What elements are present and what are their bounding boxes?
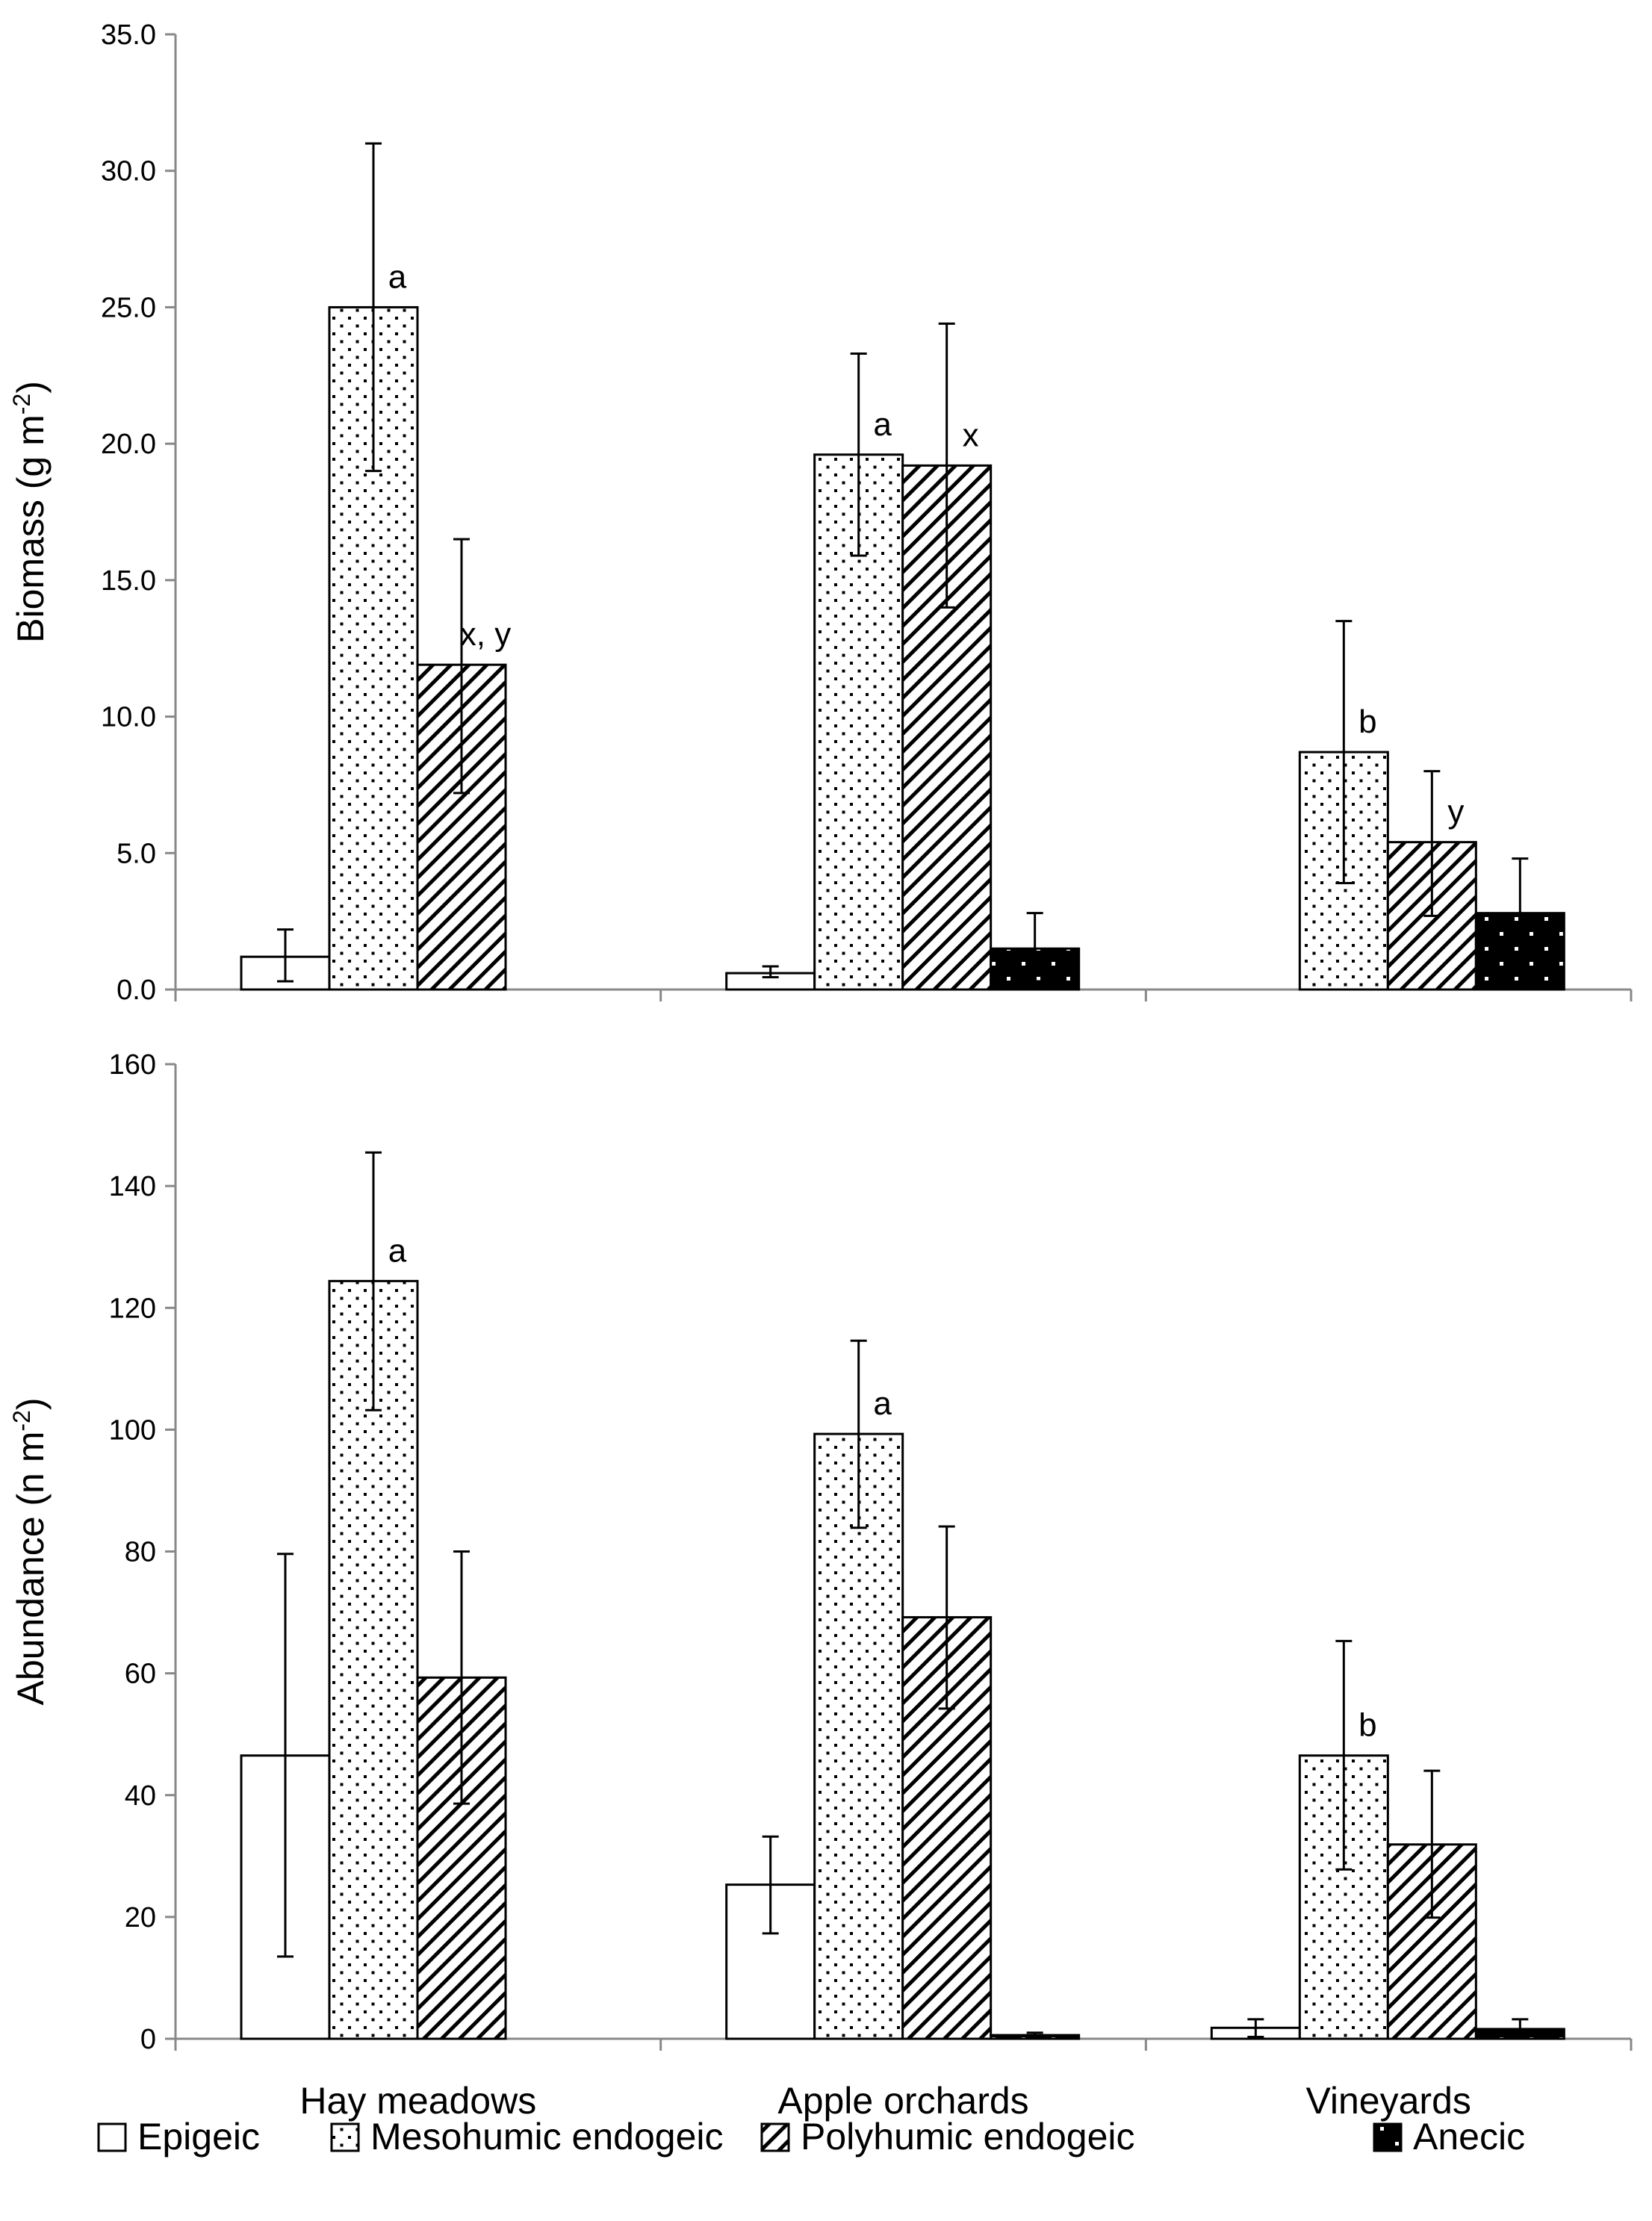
significance-label: a — [873, 1385, 892, 1422]
y-tick-label: 20.0 — [101, 429, 156, 460]
legend-label: Epigeic — [137, 2116, 260, 2158]
legend-swatch — [1373, 2122, 1403, 2152]
bar-mesohumic-endogeic — [813, 1432, 904, 2040]
y-tick-label: 0.0 — [117, 975, 156, 1006]
y-tick-label: 15.0 — [101, 565, 156, 597]
significance-label: b — [1358, 1707, 1376, 1744]
category-label: Vineyards — [1305, 2080, 1471, 2122]
significance-label: x, y — [460, 616, 511, 653]
y-tick-label: 20 — [125, 1902, 156, 1933]
y-tick-label: 100 — [109, 1414, 156, 1446]
y-axis-title: Abundance (n m-2) — [8, 1397, 52, 1705]
y-tick-label: 5.0 — [117, 838, 156, 869]
category-label: Hay meadows — [299, 2080, 536, 2122]
y-tick-label: 10.0 — [101, 702, 156, 733]
y-tick-label: 140 — [109, 1171, 156, 1202]
significance-label: x — [963, 417, 979, 453]
y-tick-label: 0 — [140, 2024, 156, 2055]
legend-label: Polyhumic endogeic — [801, 2116, 1135, 2158]
y-axis-title: Biomass (g m-2) — [8, 381, 52, 643]
legend-swatch — [330, 2122, 360, 2152]
legend: Epigeic Mesohumic endogeic Polyhumic endog… — [97, 2116, 1525, 2158]
significance-label: b — [1358, 703, 1376, 740]
y-tick-label: 30.0 — [101, 156, 156, 187]
y-tick-label: 120 — [109, 1293, 156, 1324]
significance-label: a — [388, 1232, 407, 1269]
significance-label: y — [1447, 794, 1464, 830]
significance-label: a — [388, 258, 407, 295]
abundance-panel: 0 20 40 60 80 100 120 140 160 Abundance (n m-2) a H… — [8, 1049, 1633, 2122]
y-tick-label: 80 — [125, 1537, 156, 1568]
legend-swatch — [760, 2122, 790, 2152]
y-tick-label: 35.0 — [101, 19, 156, 51]
significance-label: a — [873, 406, 892, 443]
biomass-panel: 0.0 5.0 10.0 15.0 20.0 25.0 30.0 35.0 Biomass (g… — [8, 19, 1633, 1006]
legend-swatch — [97, 2122, 127, 2152]
y-tick-label: 160 — [109, 1049, 156, 1081]
y-tick-label: 40 — [125, 1780, 156, 1812]
legend-label: Anecic — [1413, 2116, 1525, 2158]
legend-label: Mesohumic endogeic — [370, 2116, 724, 2158]
y-tick-label: 60 — [125, 1659, 156, 1690]
y-tick-label: 25.0 — [101, 292, 156, 323]
category-label: Apple orchards — [777, 2080, 1028, 2122]
